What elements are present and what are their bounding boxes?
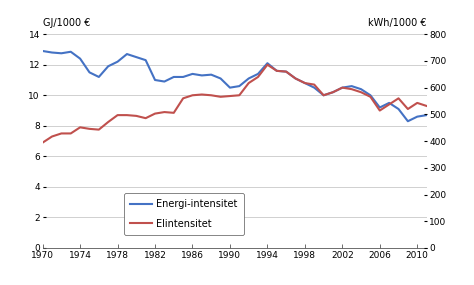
Elintensitet: [77, 126, 83, 129]
Energi-intensitet: [209, 73, 214, 76]
Elintensitet: [227, 94, 233, 98]
Energi-intensitet: [171, 75, 177, 79]
Elintensitet: [218, 95, 223, 99]
Text: kWh/1000 €: kWh/1000 €: [368, 18, 427, 28]
Text: GJ/1000 €: GJ/1000 €: [43, 18, 90, 28]
Elintensitet: [209, 93, 214, 97]
Elintensitet: [40, 141, 46, 144]
Energi-intensitet: [180, 75, 186, 79]
Elintensitet: [367, 95, 373, 99]
Elintensitet: [302, 81, 308, 85]
Elintensitet: [396, 97, 401, 100]
Elintensitet: [124, 113, 130, 117]
Elintensitet: [414, 101, 420, 105]
Elintensitet: [405, 107, 410, 111]
Elintensitet: [321, 93, 327, 97]
Energi-intensitet: [143, 58, 148, 62]
Elintensitet: [171, 111, 177, 115]
Energi-intensitet: [264, 62, 270, 65]
Elintensitet: [190, 93, 195, 97]
Energi-intensitet: [59, 52, 64, 55]
Elintensitet: [264, 63, 270, 66]
Energi-intensitet: [87, 71, 92, 74]
Elintensitet: [152, 112, 158, 115]
Energi-intensitet: [190, 72, 195, 76]
Energi-intensitet: [218, 77, 223, 80]
Elintensitet: [237, 93, 242, 97]
Energi-intensitet: [68, 50, 73, 54]
Elintensitet: [49, 135, 55, 138]
Energi-intensitet: [349, 84, 355, 88]
Elintensitet: [386, 103, 392, 106]
Elintensitet: [246, 81, 252, 85]
Elintensitet: [180, 97, 186, 100]
Energi-intensitet: [396, 107, 401, 111]
Energi-intensitet: [424, 113, 429, 117]
Elintensitet: [105, 120, 111, 124]
Energi-intensitet: [302, 81, 308, 85]
Elintensitet: [274, 69, 280, 73]
Energi-intensitet: [246, 77, 252, 80]
Energi-intensitet: [77, 57, 83, 60]
Elintensitet: [330, 91, 336, 94]
Elintensitet: [377, 109, 383, 112]
Energi-intensitet: [105, 64, 111, 68]
Energi-intensitet: [255, 72, 261, 76]
Energi-intensitet: [124, 52, 130, 56]
Elintensitet: [87, 127, 92, 131]
Energi-intensitet: [405, 119, 410, 123]
Energi-intensitet: [49, 51, 55, 54]
Energi-intensitet: [227, 86, 233, 89]
Elintensitet: [339, 86, 345, 89]
Energi-intensitet: [339, 86, 345, 89]
Elintensitet: [134, 114, 139, 118]
Elintensitet: [143, 117, 148, 120]
Elintensitet: [255, 75, 261, 79]
Elintensitet: [96, 128, 102, 131]
Elintensitet: [115, 113, 120, 117]
Elintensitet: [349, 87, 355, 91]
Energi-intensitet: [237, 84, 242, 88]
Energi-intensitet: [115, 60, 120, 63]
Energi-intensitet: [199, 74, 205, 77]
Energi-intensitet: [311, 86, 317, 89]
Elintensitet: [59, 132, 64, 135]
Energi-intensitet: [367, 93, 373, 97]
Energi-intensitet: [134, 55, 139, 59]
Energi-intensitet: [321, 93, 327, 97]
Elintensitet: [424, 104, 429, 108]
Energi-intensitet: [386, 101, 392, 105]
Energi-intensitet: [96, 75, 102, 79]
Elintensitet: [292, 77, 298, 80]
Energi-intensitet: [283, 70, 289, 73]
Energi-intensitet: [292, 77, 298, 80]
Energi-intensitet: [152, 78, 158, 82]
Energi-intensitet: [377, 106, 383, 109]
Elintensitet: [162, 110, 167, 114]
Elintensitet: [311, 83, 317, 86]
Energi-intensitet: [40, 49, 46, 53]
Energi-intensitet: [414, 115, 420, 118]
Energi-intensitet: [330, 91, 336, 94]
Energi-intensitet: [274, 69, 280, 73]
Elintensitet: [199, 93, 205, 96]
Elintensitet: [358, 91, 364, 94]
Elintensitet: [283, 70, 289, 73]
Energi-intensitet: [162, 80, 167, 83]
Line: Energi-intensitet: Energi-intensitet: [43, 51, 427, 121]
Energi-intensitet: [358, 87, 364, 91]
Elintensitet: [68, 132, 73, 135]
Legend: Energi-intensitet, Elintensitet: Energi-intensitet, Elintensitet: [124, 193, 244, 235]
Line: Elintensitet: Elintensitet: [43, 65, 427, 142]
